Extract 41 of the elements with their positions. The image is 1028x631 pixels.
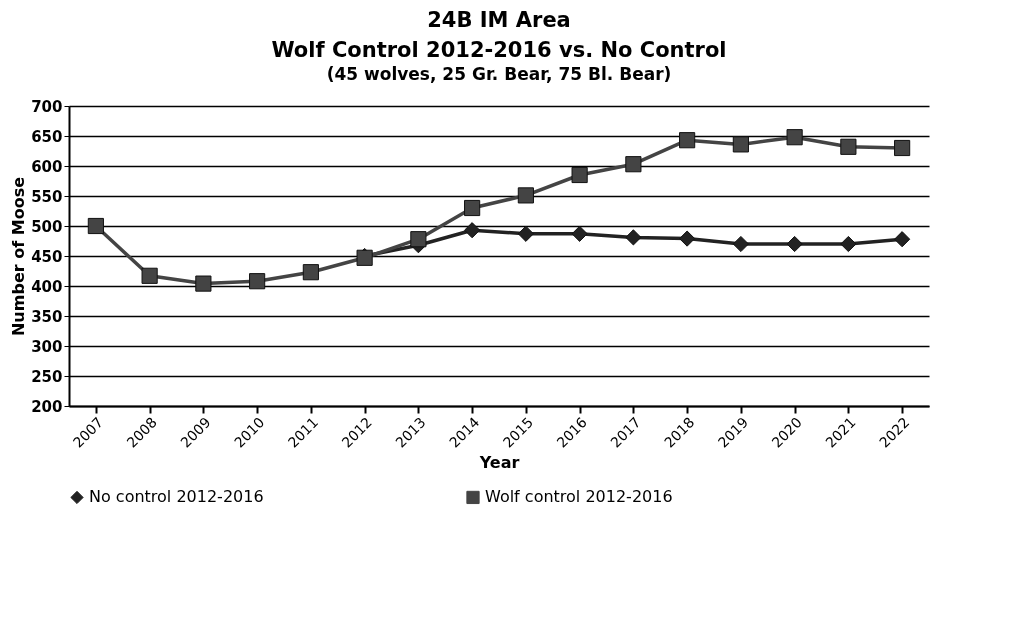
point: [571, 225, 588, 242]
point: [625, 229, 642, 246]
y-tick-label: 650: [31, 127, 63, 146]
point: [195, 275, 212, 292]
point: [786, 129, 803, 146]
x-axis-title: Year: [478, 452, 520, 472]
legend-label: No control 2012-2016: [89, 487, 264, 507]
legend-label: Wolf control 2012-2016: [485, 487, 673, 507]
point: [464, 222, 481, 239]
point: [517, 187, 534, 204]
y-tick-label: 200: [31, 397, 63, 416]
point: [625, 156, 642, 173]
y-tick-label: 600: [31, 157, 63, 176]
chart-title: 24B IM Area Wolf Control 2012-2016 vs. No Control: [271, 8, 727, 62]
point: [786, 235, 803, 253]
y-axis-title: Number of Moose: [9, 176, 29, 337]
y-tick-label: 350: [31, 307, 63, 326]
point: [679, 132, 696, 149]
point: [464, 199, 481, 217]
y-tick-label: 500: [31, 217, 63, 236]
y-tick-label: 300: [31, 337, 63, 356]
chart-subtitle: (45 wolves, 25 Gr. Bear, 75 Bl. Bear): [326, 64, 672, 84]
point: [894, 231, 911, 248]
y-tick-label: 700: [31, 97, 63, 116]
point: [679, 230, 696, 247]
point: [87, 217, 104, 235]
point: [410, 231, 427, 248]
y-tick-label: 550: [31, 187, 63, 206]
point: [894, 139, 911, 157]
point: [732, 235, 749, 253]
y-tick-label: 250: [31, 367, 63, 386]
y-tick-label: 450: [31, 247, 63, 266]
point: [517, 225, 534, 242]
point: [732, 136, 749, 153]
point: [840, 138, 857, 155]
point: [840, 235, 857, 253]
y-tick-label: 400: [31, 277, 63, 296]
point: [249, 273, 266, 290]
point: [571, 166, 588, 184]
point: [141, 267, 158, 284]
point: [302, 264, 319, 281]
